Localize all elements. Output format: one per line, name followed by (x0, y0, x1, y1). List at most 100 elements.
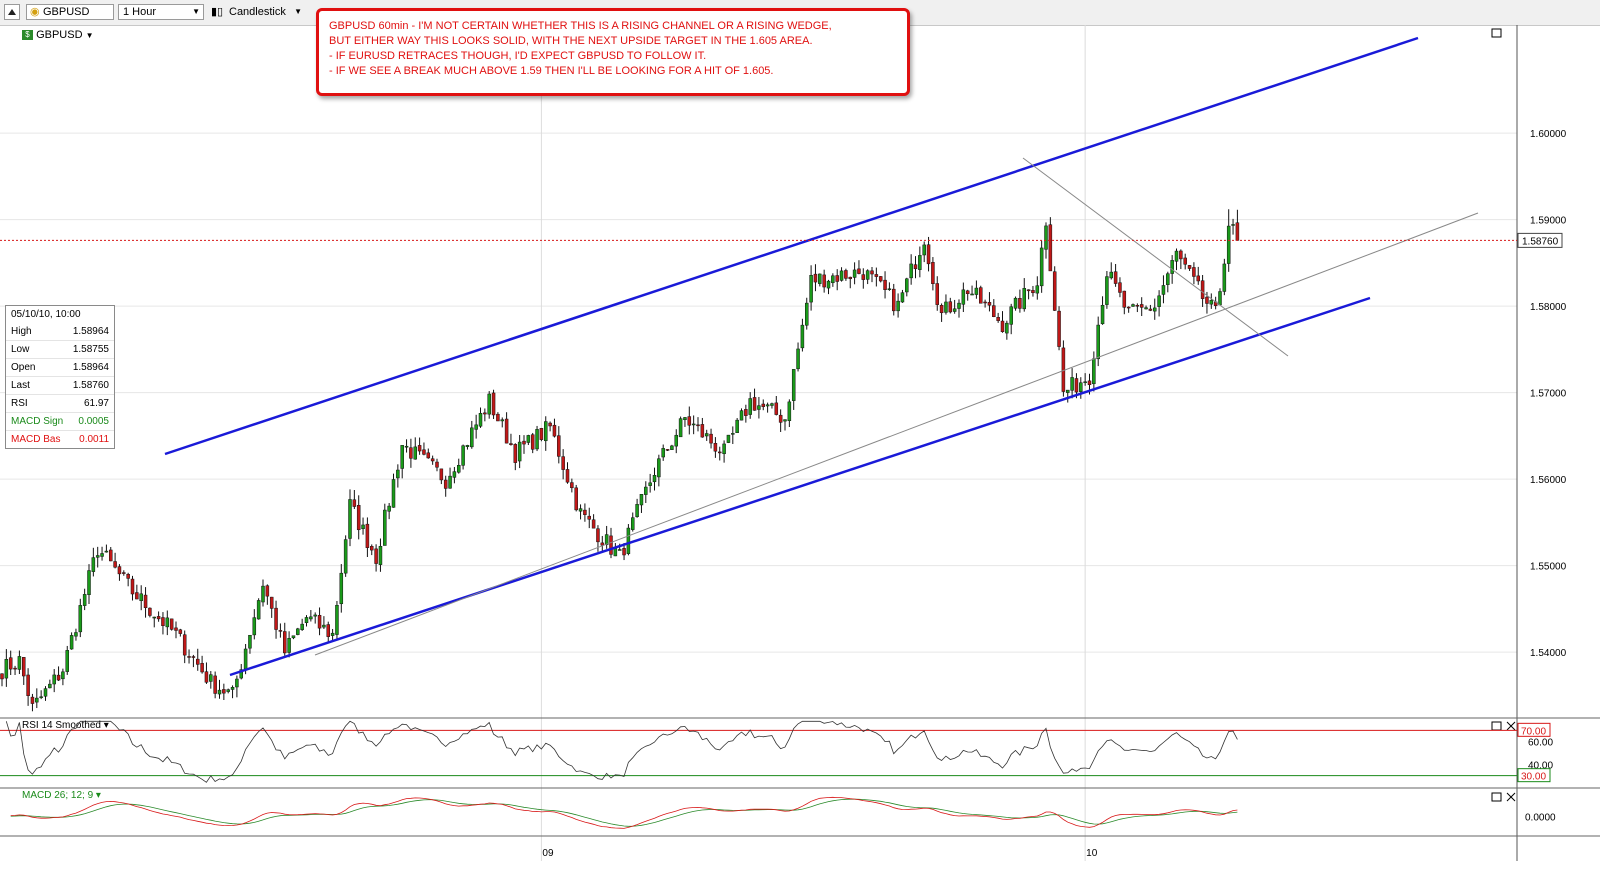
chart-style-dropdown[interactable]: ▮▯ Candlestick ▼ (208, 4, 306, 20)
candle (248, 634, 252, 649)
candle (457, 465, 461, 473)
data-window-row: High 1.58964 (6, 323, 114, 340)
candle (204, 671, 209, 683)
price-chart[interactable]: 1.60000 1.59000 1.58000 1.57000 1.56000 1.550… (0, 25, 1600, 881)
candle (365, 523, 370, 548)
y-tick-label: 1.59000 (1530, 216, 1567, 227)
data-window-row: Low 1.58755 (6, 340, 114, 358)
candle (1135, 305, 1140, 307)
candle (278, 630, 283, 632)
candle (335, 604, 339, 635)
candle (222, 689, 226, 694)
candle (791, 369, 796, 401)
candle (448, 475, 452, 489)
candle (1022, 288, 1026, 310)
data-window-value: 0.0005 (78, 416, 109, 427)
candle (4, 659, 9, 679)
candle (987, 302, 992, 306)
candle (1200, 280, 1205, 299)
candle (948, 301, 953, 313)
candle (892, 288, 896, 312)
candle (239, 669, 243, 679)
candlestick-icon: ▮▯ (211, 6, 224, 18)
candle (857, 268, 861, 274)
candle (535, 429, 539, 450)
interval-dropdown[interactable]: 1 Hour ▼ (118, 4, 204, 20)
candle (835, 275, 839, 282)
trendline-falling (1022, 157, 1289, 357)
candle (269, 596, 274, 609)
candle (704, 433, 709, 437)
candle (109, 549, 113, 562)
candle (848, 276, 852, 279)
candle (0, 673, 4, 680)
candle (265, 585, 270, 597)
candle (343, 539, 348, 574)
candle (1013, 297, 1018, 309)
candle (1074, 378, 1079, 393)
candle (100, 553, 104, 557)
maximize-pane-icon (1491, 721, 1502, 731)
candle (774, 402, 779, 415)
data-window-value: 1.58964 (72, 326, 109, 337)
candle (30, 696, 35, 704)
candle (852, 269, 857, 278)
candle (87, 570, 91, 595)
candle (687, 416, 692, 426)
symbol-legend[interactable]: $ GBPUSD ▼ (22, 29, 94, 42)
candle (591, 519, 596, 529)
trendline-thin (314, 212, 1479, 656)
candle (657, 458, 661, 478)
candle (1100, 305, 1105, 325)
candle (361, 524, 365, 530)
candle (939, 305, 944, 314)
candle (48, 683, 52, 689)
candle (1105, 276, 1109, 305)
candle (617, 549, 622, 551)
rsi-line (5, 720, 1238, 783)
candle (522, 440, 526, 445)
candle (370, 546, 374, 551)
candle (796, 348, 800, 370)
candle (1179, 250, 1183, 260)
data-window-label: MACD Bas (11, 434, 61, 445)
candle (1109, 271, 1113, 279)
candle (387, 505, 391, 512)
data-window-value: 1.58755 (72, 344, 109, 355)
candle (17, 656, 22, 670)
candle (252, 617, 257, 636)
data-window-label: Last (11, 380, 30, 391)
data-window-value: 1.58964 (72, 362, 109, 373)
candle (1183, 257, 1187, 265)
candle (413, 446, 417, 460)
candle (404, 445, 409, 448)
candle (722, 443, 726, 455)
symbol-selector[interactable]: ◉ GBPUSD (26, 4, 114, 20)
symbol-icon: $ (22, 30, 33, 41)
candle (483, 412, 487, 415)
candle (43, 688, 48, 697)
candle (665, 449, 670, 451)
collapse-button[interactable] (4, 4, 20, 20)
candle (1031, 290, 1035, 294)
candle (865, 270, 870, 280)
interval-label: 1 Hour (123, 6, 157, 18)
candle (526, 435, 531, 443)
candle (182, 634, 187, 656)
candle (979, 287, 983, 304)
candle (530, 434, 535, 450)
candle (1148, 308, 1153, 311)
candle (861, 274, 866, 280)
candle (678, 418, 683, 438)
candle (400, 445, 404, 469)
candle (35, 697, 39, 703)
candle (878, 276, 883, 282)
candle (191, 656, 196, 658)
candle (974, 287, 979, 295)
annotation-line: GBPUSD 60min - I'M NOT CERTAIN WHETHER T… (329, 20, 832, 32)
candle (496, 413, 500, 422)
y-tick-label: 1.55000 (1530, 562, 1567, 573)
x-tick-label: 09 (542, 848, 554, 859)
candle (1005, 322, 1009, 334)
candle (470, 427, 474, 448)
